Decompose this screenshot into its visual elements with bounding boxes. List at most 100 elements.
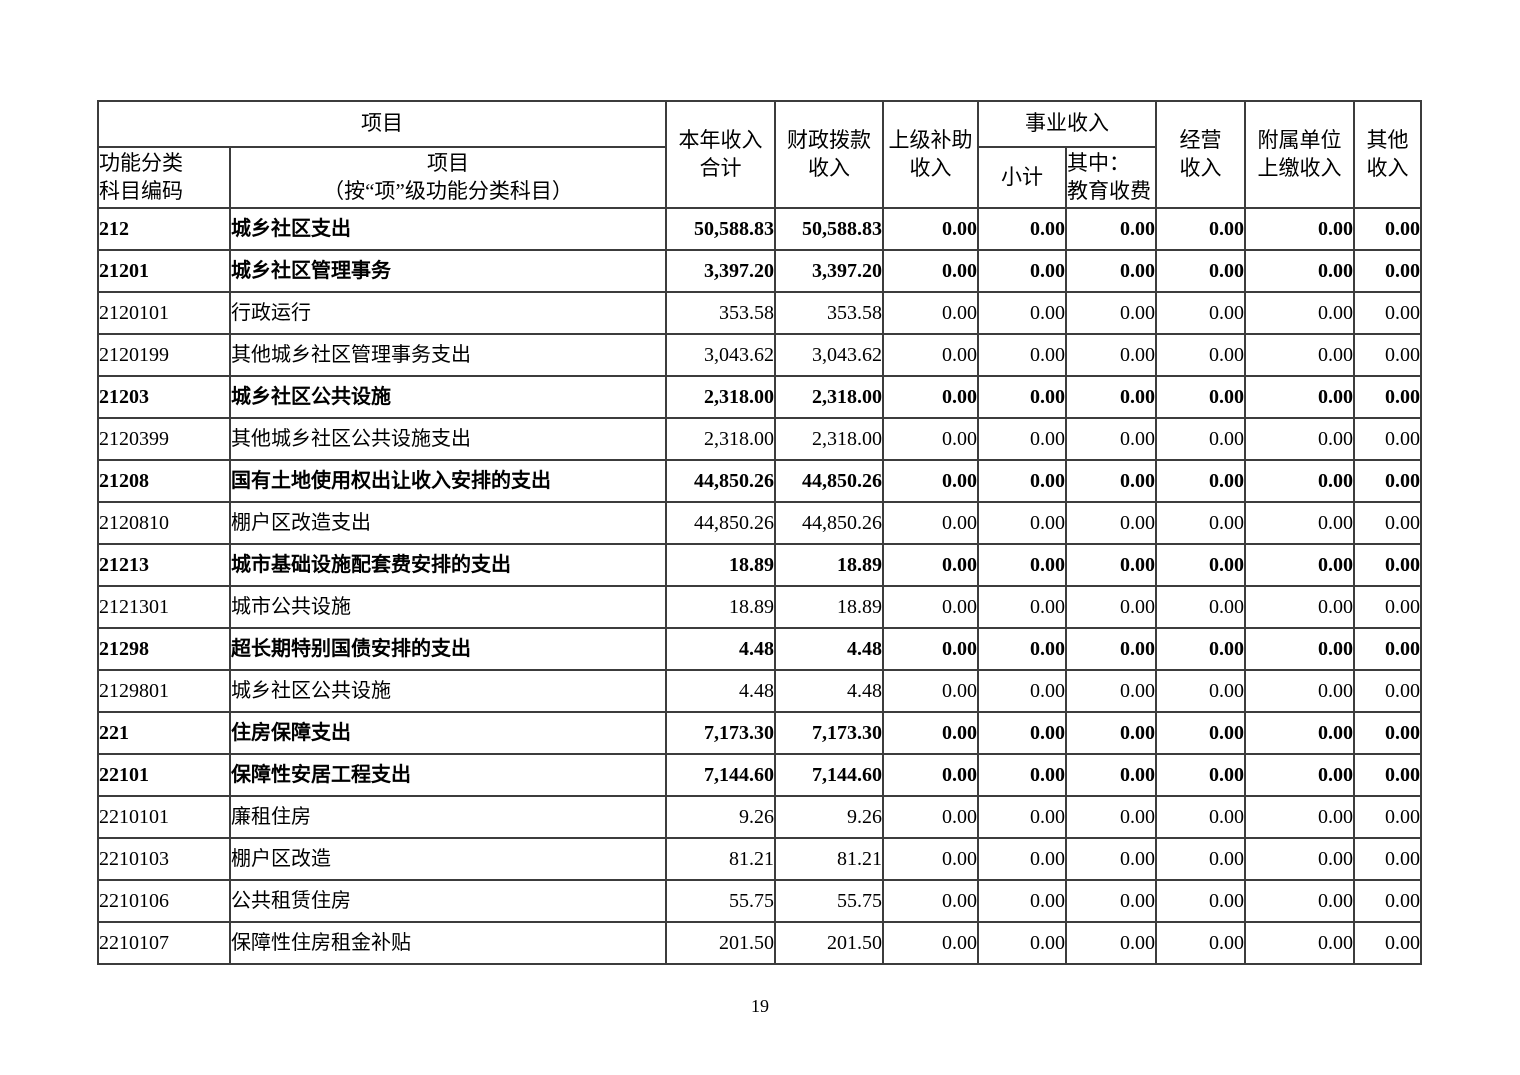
row-value-cell: 0.00	[1155, 543, 1246, 587]
header-row-1: 项目 本年收入 合计 财政拨款 收入 上级补助 收入 事业收入 经营 收入 附属…	[97, 100, 1422, 209]
row-value-cell: 0.00	[1353, 207, 1422, 251]
row-value-cell: 0.00	[1065, 417, 1157, 461]
row-value-cell: 0.00	[977, 585, 1067, 629]
row-value-cell: 0.00	[977, 207, 1067, 251]
row-value-cell: 0.00	[1155, 375, 1246, 419]
header-item-name: 项目 （按“项”级功能分类科目）	[229, 146, 667, 209]
row-value-cell: 0.00	[1353, 249, 1422, 293]
row-value-cell: 50,588.83	[774, 207, 884, 251]
row-value-cell: 4.48	[665, 627, 776, 671]
row-name-cell: 城乡社区管理事务	[229, 249, 667, 293]
row-value-cell: 2,318.00	[665, 375, 776, 419]
table-row: 2210107 保障性住房租金补贴 201.50 201.50 0.00 0.00 0.00…	[97, 921, 1422, 965]
row-value-cell: 9.26	[774, 795, 884, 839]
row-value-cell: 0.00	[977, 669, 1067, 713]
table-row: 21201 城乡社区管理事务 3,397.20 3,397.20 0.00 0.00 0.0…	[97, 249, 1422, 293]
row-name-cell: 棚户区改造	[229, 837, 667, 881]
row-value-cell: 0.00	[1155, 417, 1246, 461]
row-name-cell: 棚户区改造支出	[229, 501, 667, 545]
row-value-cell: 0.00	[882, 879, 979, 923]
row-name-cell: 公共租赁住房	[229, 879, 667, 923]
row-value-cell: 44,850.26	[774, 459, 884, 503]
table-row: 221 住房保障支出 7,173.30 7,173.30 0.00 0.00 0.00 0.0…	[97, 711, 1422, 755]
row-value-cell: 18.89	[665, 543, 776, 587]
row-value-cell: 50,588.83	[665, 207, 776, 251]
row-value-cell: 0.00	[1155, 753, 1246, 797]
row-value-cell: 0.00	[1353, 753, 1422, 797]
row-value-cell: 0.00	[1244, 543, 1355, 587]
row-value-cell: 0.00	[882, 501, 979, 545]
row-value-cell: 0.00	[1244, 585, 1355, 629]
row-value-cell: 2,318.00	[774, 417, 884, 461]
row-value-cell: 4.48	[774, 669, 884, 713]
row-code-cell: 2120399	[97, 417, 231, 461]
table-row: 2129801 城乡社区公共设施 4.48 4.48 0.00 0.00 0.00 0.00 0…	[97, 669, 1422, 713]
row-code-cell: 212	[97, 207, 231, 251]
row-value-cell: 0.00	[977, 333, 1067, 377]
table-row: 2120399 其他城乡社区公共设施支出 2,318.00 2,318.00 0.00 0…	[97, 417, 1422, 461]
table-row: 2120199 其他城乡社区管理事务支出 3,043.62 3,043.62 0.00 0…	[97, 333, 1422, 377]
row-name-cell: 超长期特别国债安排的支出	[229, 627, 667, 671]
row-code-cell: 2120101	[97, 291, 231, 335]
row-code-cell: 2120199	[97, 333, 231, 377]
row-value-cell: 0.00	[1244, 921, 1355, 965]
row-code-cell: 21298	[97, 627, 231, 671]
row-value-cell: 2,318.00	[774, 375, 884, 419]
row-value-cell: 0.00	[977, 921, 1067, 965]
row-value-cell: 0.00	[882, 543, 979, 587]
row-value-cell: 4.48	[774, 627, 884, 671]
row-value-cell: 3,043.62	[665, 333, 776, 377]
row-code-cell: 221	[97, 711, 231, 755]
row-value-cell: 0.00	[882, 585, 979, 629]
table-row: 2210101 廉租住房 9.26 9.26 0.00 0.00 0.00 0.00 0.00 0…	[97, 795, 1422, 839]
row-value-cell: 18.89	[774, 585, 884, 629]
row-value-cell: 0.00	[1065, 837, 1157, 881]
row-value-cell: 0.00	[1155, 459, 1246, 503]
table-row: 21203 城乡社区公共设施 2,318.00 2,318.00 0.00 0.00 0.0…	[97, 375, 1422, 419]
row-value-cell: 353.58	[665, 291, 776, 335]
row-name-cell: 行政运行	[229, 291, 667, 335]
row-value-cell: 0.00	[1065, 921, 1157, 965]
row-value-cell: 0.00	[977, 459, 1067, 503]
row-value-cell: 0.00	[1155, 207, 1246, 251]
row-value-cell: 0.00	[1065, 879, 1157, 923]
row-code-cell: 21208	[97, 459, 231, 503]
row-value-cell: 0.00	[1155, 333, 1246, 377]
header-col-subtotal: 小计	[977, 146, 1067, 209]
row-value-cell: 7,173.30	[665, 711, 776, 755]
table-row: 22101 保障性安居工程支出 7,144.60 7,144.60 0.00 0.00 0.…	[97, 753, 1422, 797]
table-body: 212 城乡社区支出 50,588.83 50,588.83 0.00 0.00 0.00 0…	[97, 207, 1422, 965]
row-value-cell: 0.00	[1244, 291, 1355, 335]
row-value-cell: 0.00	[1244, 459, 1355, 503]
table-header: 项目 本年收入 合计 财政拨款 收入 上级补助 收入 事业收入 经营 收入 附属…	[97, 100, 1422, 209]
row-value-cell: 0.00	[1244, 711, 1355, 755]
header-function-code: 功能分类 科目编码	[97, 146, 231, 209]
row-value-cell: 81.21	[774, 837, 884, 881]
row-value-cell: 0.00	[1065, 501, 1157, 545]
row-value-cell: 0.00	[1353, 921, 1422, 965]
row-value-cell: 0.00	[1155, 921, 1246, 965]
row-value-cell: 0.00	[1353, 879, 1422, 923]
header-col-total-income: 本年收入 合计	[665, 100, 776, 209]
row-value-cell: 0.00	[882, 795, 979, 839]
row-value-cell: 0.00	[977, 795, 1067, 839]
row-value-cell: 44,850.26	[665, 459, 776, 503]
row-value-cell: 0.00	[1244, 375, 1355, 419]
table-row: 2121301 城市公共设施 18.89 18.89 0.00 0.00 0.00 0.00 0…	[97, 585, 1422, 629]
header-col-affiliated-income: 附属单位 上缴收入	[1244, 100, 1355, 209]
row-value-cell: 0.00	[882, 669, 979, 713]
row-value-cell: 0.00	[882, 753, 979, 797]
row-value-cell: 0.00	[1244, 753, 1355, 797]
header-col-other-income: 其他 收入	[1353, 100, 1422, 209]
header-col-fiscal-allocation: 财政拨款 收入	[774, 100, 884, 209]
row-value-cell: 0.00	[977, 417, 1067, 461]
row-value-cell: 0.00	[1244, 627, 1355, 671]
row-value-cell: 0.00	[1065, 711, 1157, 755]
row-value-cell: 3,397.20	[665, 249, 776, 293]
table-row: 21213 城市基础设施配套费安排的支出 18.89 18.89 0.00 0.00 0.0…	[97, 543, 1422, 587]
row-value-cell: 0.00	[1065, 585, 1157, 629]
row-value-cell: 0.00	[882, 921, 979, 965]
table-row: 2120810 棚户区改造支出 44,850.26 44,850.26 0.00 0.00…	[97, 501, 1422, 545]
row-value-cell: 0.00	[1244, 879, 1355, 923]
row-value-cell: 0.00	[1353, 375, 1422, 419]
